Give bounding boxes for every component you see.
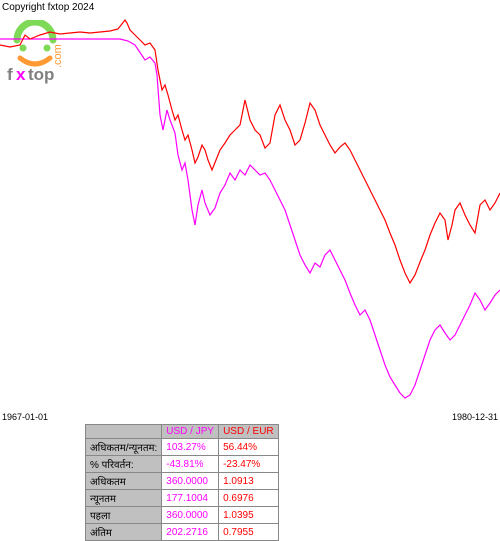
stats-table: USD / JPY USD / EUR अधिकतम/न्यूनतम:103.2… bbox=[85, 424, 279, 541]
table-row: पहला360.00001.0395 bbox=[86, 507, 279, 524]
header-usdjpy: USD / JPY bbox=[162, 425, 219, 439]
end-date: 1980-12-31 bbox=[452, 412, 498, 422]
table-row: अधिकतम360.00001.0913 bbox=[86, 473, 279, 490]
table-row: % परिवर्तन:-43.81%-23.47% bbox=[86, 456, 279, 473]
row-label: अंतिम bbox=[86, 524, 162, 541]
cell-usdeur: 1.0395 bbox=[219, 507, 279, 524]
row-label: पहला bbox=[86, 507, 162, 524]
row-label: अधिकतम/न्यूनतम: bbox=[86, 439, 162, 456]
cell-usdeur: 0.7955 bbox=[219, 524, 279, 541]
cell-usdjpy: 202.2716 bbox=[162, 524, 219, 541]
cell-usdeur: 0.6976 bbox=[219, 490, 279, 507]
cell-usdjpy: 103.27% bbox=[162, 439, 219, 456]
cell-usdjpy: -43.81% bbox=[162, 456, 219, 473]
cell-usdjpy: 177.1004 bbox=[162, 490, 219, 507]
table-row: अधिकतम/न्यूनतम:103.27%56.44% bbox=[86, 439, 279, 456]
row-label: % परिवर्तन: bbox=[86, 456, 162, 473]
header-empty bbox=[86, 425, 162, 439]
cell-usdeur: 56.44% bbox=[219, 439, 279, 456]
start-date: 1967-01-01 bbox=[2, 412, 48, 422]
cell-usdeur: 1.0913 bbox=[219, 473, 279, 490]
header-usdeur: USD / EUR bbox=[219, 425, 279, 439]
row-label: न्यूनतम bbox=[86, 490, 162, 507]
table-row: न्यूनतम177.10040.6976 bbox=[86, 490, 279, 507]
table-header-row: USD / JPY USD / EUR bbox=[86, 425, 279, 439]
table-row: अंतिम202.27160.7955 bbox=[86, 524, 279, 541]
cell-usdjpy: 360.0000 bbox=[162, 473, 219, 490]
row-label: अधिकतम bbox=[86, 473, 162, 490]
exchange-rate-chart bbox=[0, 15, 500, 410]
cell-usdjpy: 360.0000 bbox=[162, 507, 219, 524]
copyright-text: Copyright fxtop 2024 bbox=[2, 2, 94, 13]
cell-usdeur: -23.47% bbox=[219, 456, 279, 473]
